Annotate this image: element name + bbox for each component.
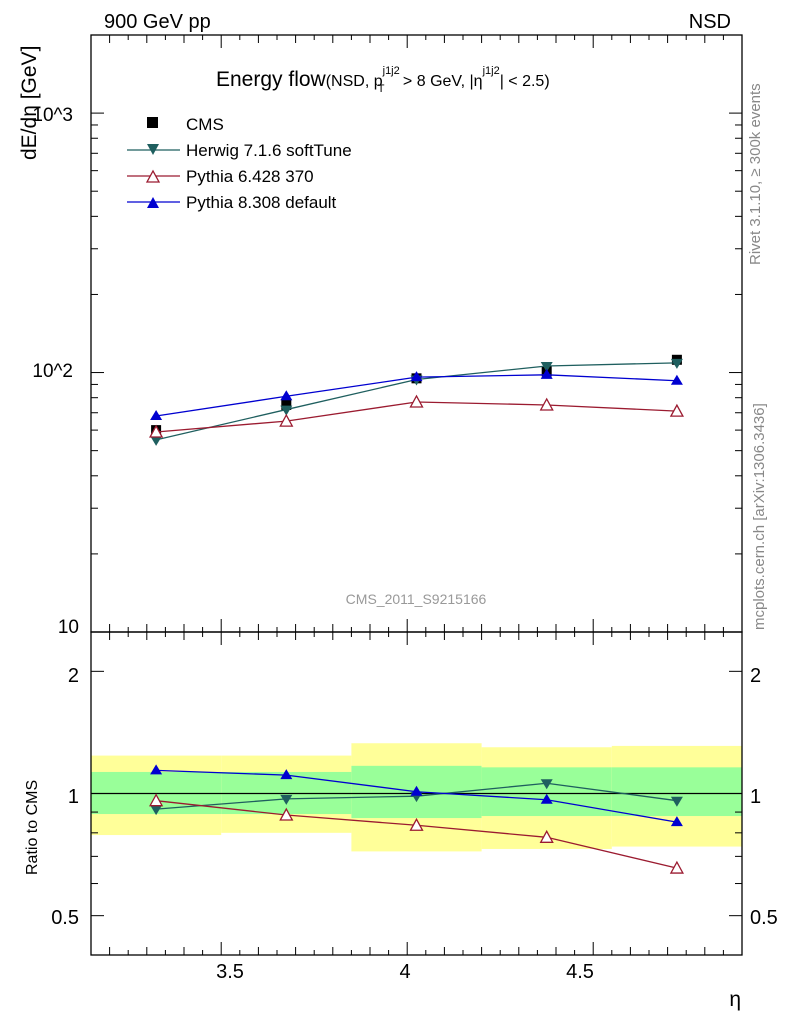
legend-entry-pythia6: Pythia 6.428 370 [127,167,314,186]
point-pythia-6-428-370-4 [669,403,684,417]
ratio-point-pythia-8-308-default-4 [670,816,683,827]
legend-entry-pythia8: Pythia 8.308 default [127,193,337,212]
point-herwig-7-1-6-softtune-0 [150,435,163,446]
point-pythia-6-428-370-0 [149,424,164,438]
ratio-tick-label-0.5-right: 0.5 [750,907,778,929]
main-series [149,354,684,446]
ratio-tick-label-1-right: 1 [750,786,761,808]
ratio-point-pythia-8-308-default-3 [540,793,553,804]
ratio-point-herwig-7-1-6-softtune-4 [670,796,683,807]
ratio-point-pythia-8-308-default-0 [150,764,163,775]
legend-marker-pythia6 [145,169,161,183]
xtick-label-3.5: 3.5 [216,961,244,983]
point-herwig-7-1-6-softtune-4 [670,358,683,369]
legend-entry-herwig: Herwig 7.1.6 softTune [127,141,352,160]
header-right: NSD [689,11,731,33]
legend-marker-cms [147,117,158,128]
legend: CMS Herwig 7.1.6 softTune Pythia 6.428 3… [127,115,352,212]
header-left: 900 GeV pp [104,11,211,33]
band-inner-3 [481,767,612,817]
point-pythia-6-428-370-3 [539,397,554,411]
point-pythia-8-308-default-3 [540,368,553,379]
legend-label-cms: CMS [186,115,224,134]
analysis-watermark: CMS_2011_S9215166 [346,591,487,607]
ratio-axis-label: Ratio to CMS [24,780,41,875]
point-pythia-8-308-default-0 [150,410,163,421]
x-axis-label: η [729,988,741,1011]
point-herwig-7-1-6-softtune-3 [540,361,553,372]
ratio-point-pythia-8-308-default-2 [410,785,423,796]
point-pythia-8-308-default-2 [410,371,423,382]
xtick-label-4.5: 4.5 [566,961,594,983]
ytick-label-100: 10^2 [32,361,73,382]
point-pythia-6-428-370-2 [409,394,424,408]
ytick-label-10: 10 [58,617,79,638]
y-axis-label: dE/dη [GeV] [18,46,41,160]
xtick-label-4: 4 [399,961,410,983]
ratio-point-pythia-6-428-370-3 [539,829,554,843]
point-pythia-8-308-default-1 [280,390,293,401]
ratio-tick-label-0.5: 0.5 [51,907,79,929]
ratio-point-pythia-6-428-370-4 [669,860,684,874]
ratio-point-pythia-6-428-370-1 [279,807,294,821]
ratio-point-herwig-7-1-6-softtune-0 [150,805,163,816]
ratio-tick-label-1: 1 [68,786,79,808]
ratio-tick-label-2: 2 [68,665,79,687]
ratio-point-herwig-7-1-6-softtune-1 [280,794,293,805]
point-pythia-6-428-370-1 [279,413,294,427]
legend-label-herwig: Herwig 7.1.6 softTune [186,141,352,160]
legend-label-pythia6: Pythia 6.428 370 [186,167,314,186]
legend-label-pythia8: Pythia 8.308 default [186,193,337,212]
plot-title: Energy flow(NSD, pj1j2 T > 8 GeV, |ηj1j2|… [216,65,550,95]
ratio-point-pythia-8-308-default-1 [280,769,293,780]
ytick-label-1000: 10^3 [32,105,73,126]
point-cms-1 [281,399,292,410]
ratio-point-pythia-6-428-370-2 [409,817,424,831]
point-herwig-7-1-6-softtune-1 [280,405,293,416]
band-inner-4 [611,767,742,817]
mcplots-label: mcplots.cern.ch [arXiv:1306.3436] [751,403,768,630]
axis-ticks [91,34,743,956]
ratio-point-pythia-6-428-370-0 [149,793,164,807]
legend-marker-herwig [147,144,159,155]
ratio-tick-label-2-right: 2 [750,665,761,687]
point-pythia-8-308-default-4 [670,374,683,385]
ratio-series [149,764,684,874]
legend-marker-pythia8 [147,197,159,208]
ratio-point-herwig-7-1-6-softtune-3 [540,779,553,790]
legend-entry-cms: CMS [147,115,224,134]
rivet-label: Rivet 3.1.10, ≥ 300k events [747,83,764,265]
